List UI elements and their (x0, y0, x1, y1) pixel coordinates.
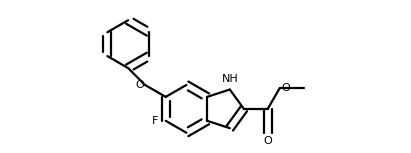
Text: NH: NH (222, 74, 238, 84)
Text: O: O (282, 83, 291, 93)
Text: F: F (151, 116, 158, 126)
Text: O: O (135, 80, 144, 90)
Text: O: O (263, 136, 272, 146)
